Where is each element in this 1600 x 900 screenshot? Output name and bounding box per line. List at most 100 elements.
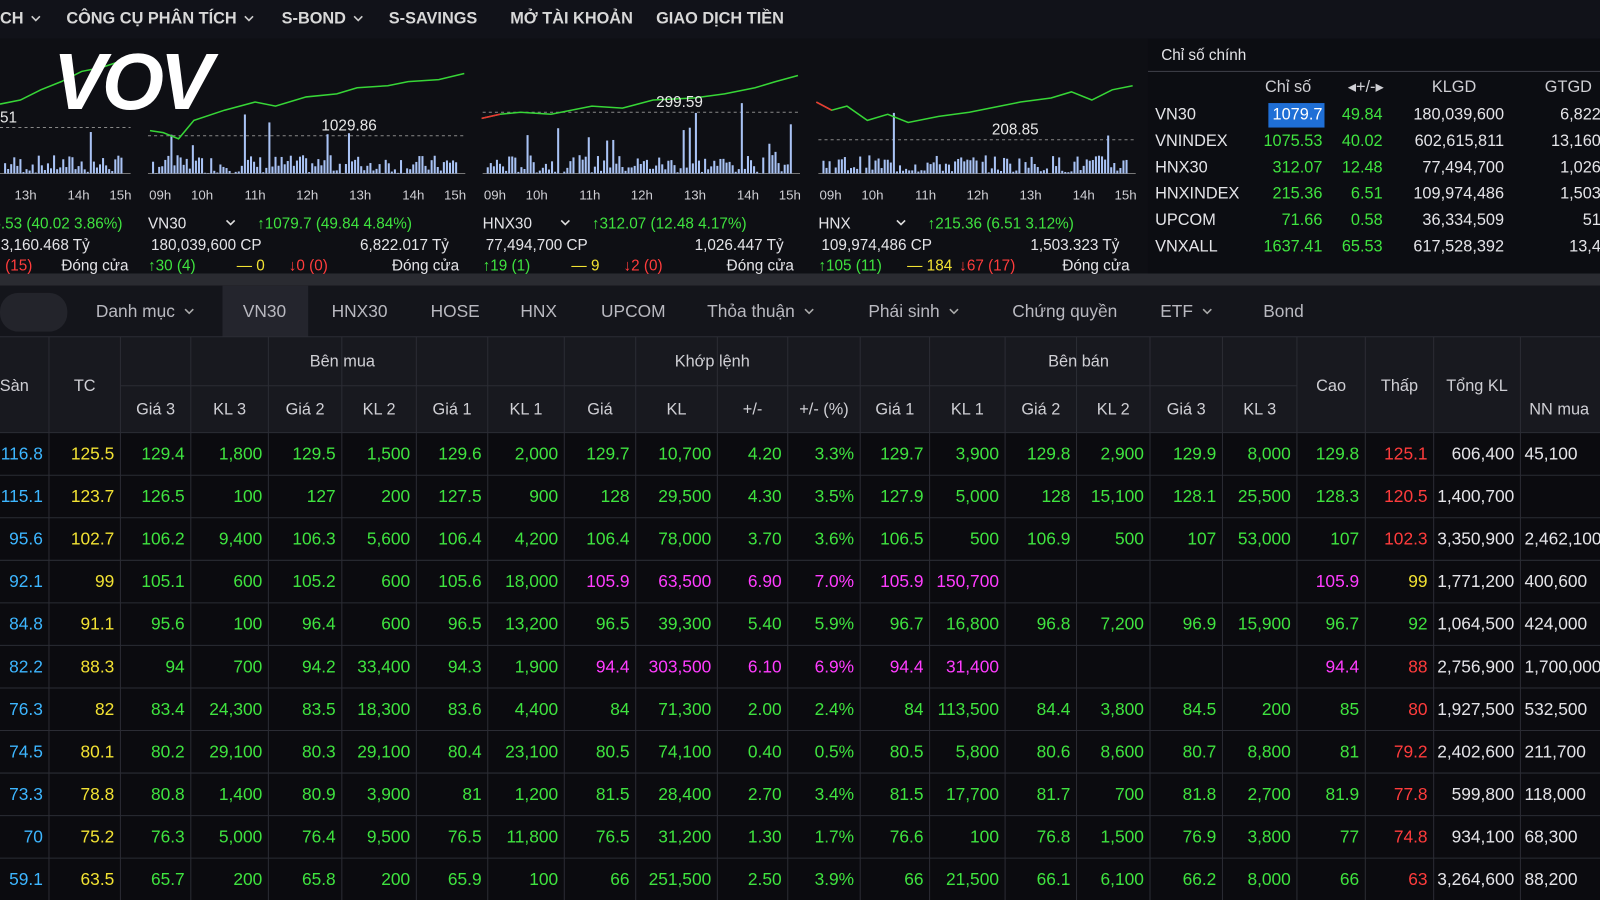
tab[interactable]: UPCOM (601, 301, 666, 321)
volume-bar (1061, 170, 1064, 174)
cell: 2,000 (515, 444, 558, 464)
tab[interactable]: Chứng quyền (1012, 301, 1117, 321)
time-tick: 15h (1114, 187, 1136, 202)
volume-bar (975, 160, 978, 174)
volume-bar (108, 169, 111, 174)
cell: 5,800 (956, 741, 999, 761)
cell: 127 (307, 486, 336, 506)
price-line-low (481, 113, 501, 120)
index-value: 215.36 (1273, 185, 1323, 203)
volume-bar (746, 156, 749, 174)
volume-bar (633, 165, 636, 174)
volume-bar (114, 159, 117, 174)
volume-bar (648, 168, 652, 174)
volume-bar (455, 162, 458, 174)
cell: 129.7 (880, 444, 923, 464)
tab[interactable]: Bond (1263, 301, 1303, 321)
tab[interactable]: Danh mục (96, 301, 175, 321)
index-header: Chỉ số (1265, 78, 1311, 96)
volume-bar (837, 159, 840, 174)
index-value: 13,160.468 (1551, 132, 1600, 150)
nav-item[interactable]: CÔNG CỤ PHÂN TÍCH (66, 9, 236, 28)
panel-volume: 109,974,486 CP (821, 237, 932, 254)
nav-item[interactable]: GIAO DỊCH TIỀN (656, 9, 784, 28)
volume-bar (704, 158, 707, 174)
nav-item[interactable]: CH (0, 10, 24, 28)
volume-bar (725, 162, 728, 174)
volume-bar (865, 167, 868, 174)
volume-bar (941, 170, 944, 174)
volume-bar (987, 172, 990, 174)
volume-bar (448, 162, 452, 174)
tab[interactable]: Phái sinh (868, 301, 939, 321)
cell: 65.8 (302, 869, 336, 889)
cell: 2,900 (1101, 444, 1144, 464)
panel-name[interactable]: HNX (818, 216, 850, 233)
volume-bar (762, 157, 765, 174)
cell: 3.5% (815, 486, 855, 506)
volume-bar (16, 165, 19, 174)
search-box[interactable] (0, 292, 68, 332)
tab[interactable]: HOSE (431, 301, 480, 321)
nav-item[interactable]: MỞ TÀI KHOẢN (510, 9, 633, 28)
nav-item[interactable]: S-BOND (282, 10, 347, 28)
cell: 2,462,100 (1524, 529, 1600, 549)
index-value: 6,822.017 (1560, 106, 1600, 124)
cell: 105.9 (1316, 571, 1359, 591)
cell: 96.4 (302, 614, 336, 634)
tab[interactable]: HNX30 (332, 301, 388, 321)
volume-bar (532, 162, 535, 174)
volume-bar (201, 158, 204, 174)
cell: 127.5 (438, 486, 481, 506)
volume-bar (292, 165, 295, 174)
cell: 102.3 (1384, 529, 1427, 549)
tab[interactable]: VN30 (243, 301, 286, 321)
volume-bar (636, 158, 639, 174)
panel-name[interactable]: VN30 (148, 216, 186, 233)
volume-bar (957, 158, 960, 174)
column-header: KL 3 (213, 401, 246, 419)
volume-bar (243, 114, 246, 174)
panel-down: ↓0 (0) (289, 257, 328, 274)
volume-bar (511, 156, 514, 174)
index-value: 0.58 (1351, 211, 1383, 229)
volume-bar (612, 139, 615, 174)
volume-bar (1125, 159, 1128, 174)
column-header: Giá 3 (1167, 401, 1206, 419)
cell: 3.3% (815, 444, 855, 464)
index-name: VNINDEX (1155, 132, 1228, 150)
cell: 107 (1187, 529, 1216, 549)
volume-bar (59, 167, 62, 174)
volume-bar (1091, 160, 1094, 174)
volume-bar (969, 160, 972, 174)
panel-name[interactable]: HNX30 (483, 216, 532, 233)
nav-item[interactable]: S-SAVINGS (389, 10, 478, 28)
index-name: HNX30 (1155, 158, 1208, 176)
volume-bar (768, 143, 771, 174)
cell: 606,400 (1452, 444, 1515, 464)
volume-bar (710, 166, 713, 174)
panel-up: ↑19 (1) (483, 257, 531, 274)
tab[interactable]: HNX (520, 301, 557, 321)
volume-bar (1097, 155, 1100, 174)
group-header: Cao (1316, 377, 1346, 395)
chevron (353, 15, 363, 22)
volume-bar (280, 156, 283, 174)
tab[interactable]: Thỏa thuận (707, 301, 795, 321)
time-tick: 10h (861, 187, 883, 202)
volume-bar (905, 168, 908, 174)
panel-status: Đóng cửa (1062, 257, 1130, 274)
volume-bar (442, 162, 445, 174)
volume-bar (62, 159, 65, 174)
panel-flat: — 9 (571, 257, 599, 274)
price-line-low (815, 101, 832, 111)
volume-bar (825, 167, 828, 174)
volume-bar (538, 170, 541, 174)
cell: 74.8 (1394, 826, 1428, 846)
cell: 105.6 (438, 571, 481, 591)
volume-bar (105, 165, 108, 174)
tab[interactable]: ETF (1160, 301, 1193, 321)
volume-bar (743, 168, 746, 174)
volume-bar (603, 160, 606, 174)
volume-bar (56, 169, 59, 174)
